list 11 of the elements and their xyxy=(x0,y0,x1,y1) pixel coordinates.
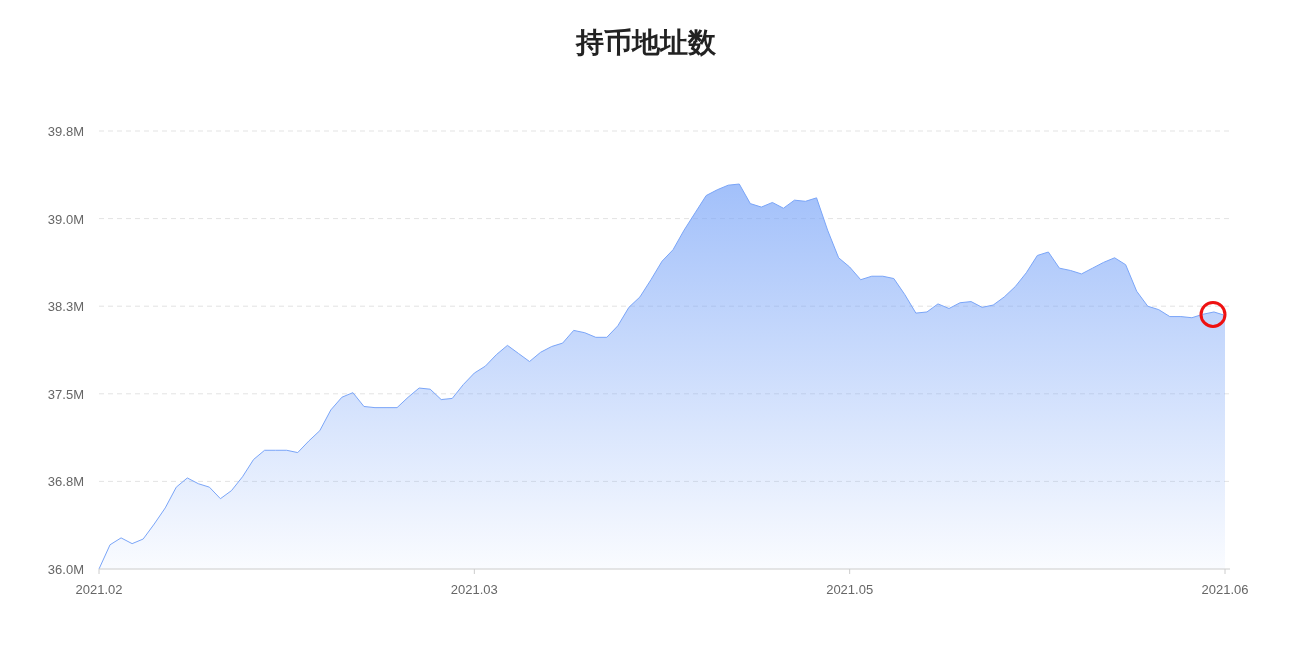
y-tick-label: 36.8M xyxy=(47,474,84,490)
y-tick-label: 36.0M xyxy=(47,562,84,577)
y-tick-label: 37.5M xyxy=(47,386,84,402)
y-tick-label: 39.0M xyxy=(47,211,84,227)
x-tick-label: 2021.03 xyxy=(450,582,498,597)
y-tick-label: 38.3M xyxy=(47,299,84,315)
x-tick-label: 2021.02 xyxy=(75,582,123,597)
x-tick-label: 2021.06 xyxy=(1201,582,1249,597)
y-tick-label: 39.8M xyxy=(47,124,84,139)
chart-title: 持币地址数 xyxy=(575,27,717,58)
x-tick-label: 2021.05 xyxy=(826,582,874,597)
